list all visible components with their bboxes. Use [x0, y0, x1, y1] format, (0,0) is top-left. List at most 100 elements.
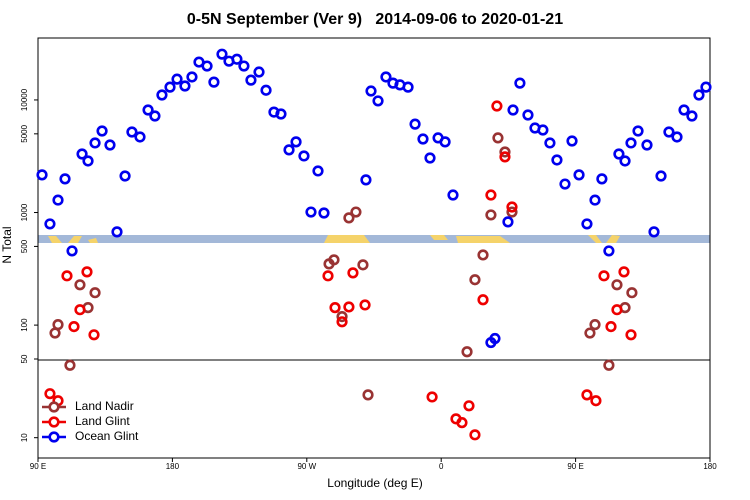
point: [179, 80, 191, 92]
point: [456, 417, 468, 429]
point: [82, 155, 94, 167]
point: [463, 400, 475, 412]
point: [426, 391, 438, 403]
point: [551, 154, 563, 166]
point: [559, 178, 571, 190]
point: [499, 151, 511, 163]
point: [611, 279, 623, 291]
point: [598, 270, 610, 282]
point: [648, 226, 660, 238]
point: [89, 137, 101, 149]
legend-label: Ocean Glint: [75, 429, 139, 443]
point: [573, 169, 585, 181]
point: [312, 165, 324, 177]
point: [336, 310, 348, 323]
point: [514, 77, 526, 89]
map-strip: [38, 235, 710, 243]
point: [343, 212, 355, 224]
point: [477, 294, 489, 306]
point: [678, 104, 690, 116]
point: [618, 266, 630, 278]
point: [231, 53, 243, 65]
point: [89, 287, 101, 299]
point: [590, 395, 602, 407]
point: [686, 110, 698, 122]
land-strip: [456, 236, 510, 243]
point: [111, 226, 123, 238]
point: [96, 125, 108, 137]
legend-marker: [48, 401, 60, 413]
point: [156, 89, 168, 101]
land-strip: [324, 235, 370, 243]
point: [485, 189, 497, 201]
point: [491, 100, 503, 112]
point: [253, 66, 265, 78]
point: [372, 95, 384, 107]
y-tick-label: 5000: [20, 124, 29, 142]
point: [605, 320, 617, 333]
point: [537, 124, 549, 136]
point: [119, 170, 131, 182]
legend-label: Land Glint: [75, 414, 130, 428]
x-axis-label: Longitude (deg E): [327, 476, 422, 490]
point: [74, 279, 86, 291]
point: [671, 131, 683, 143]
point: [589, 319, 601, 331]
point: [603, 245, 615, 257]
point: [603, 359, 615, 371]
point: [142, 104, 154, 116]
point: [522, 109, 534, 121]
point: [663, 126, 675, 138]
point: [613, 148, 625, 160]
point: [64, 359, 76, 371]
point: [74, 304, 86, 316]
point: [359, 299, 371, 311]
point: [362, 389, 374, 401]
x-tick-label: 0: [439, 462, 444, 471]
point: [581, 218, 593, 230]
x-tick-label: 180: [166, 462, 180, 471]
point: [485, 209, 497, 221]
point: [626, 287, 638, 299]
y-tick-label: 10: [20, 433, 29, 442]
point: [596, 173, 608, 185]
land-strip: [68, 236, 82, 243]
point: [61, 270, 73, 282]
point: [208, 76, 220, 88]
point: [201, 60, 213, 72]
point: [343, 301, 355, 313]
point: [149, 110, 161, 122]
point: [507, 104, 519, 116]
point: [66, 245, 78, 257]
point: [104, 139, 116, 151]
point: [322, 270, 334, 282]
point: [409, 118, 421, 130]
point: [76, 148, 88, 160]
point: [544, 137, 556, 149]
point: [581, 389, 593, 401]
x-tick-label: 90 E: [30, 462, 46, 471]
land-strip: [48, 236, 62, 243]
point: [238, 60, 250, 72]
point: [52, 194, 64, 206]
point: [329, 302, 341, 314]
point: [164, 81, 176, 93]
point: [245, 74, 257, 86]
point: [447, 189, 459, 201]
point: [619, 155, 631, 167]
point: [81, 266, 93, 278]
point: [275, 108, 287, 120]
point: [365, 85, 377, 97]
point: [350, 206, 362, 218]
point: [492, 132, 504, 144]
point: [506, 206, 518, 218]
point: [380, 71, 392, 83]
y-axis-label: N Total: [0, 226, 14, 263]
plot-frame: [37, 37, 711, 459]
point: [360, 174, 372, 186]
point: [424, 152, 436, 164]
point: [506, 201, 518, 213]
point: [625, 329, 637, 341]
legend-marker: [48, 416, 60, 428]
